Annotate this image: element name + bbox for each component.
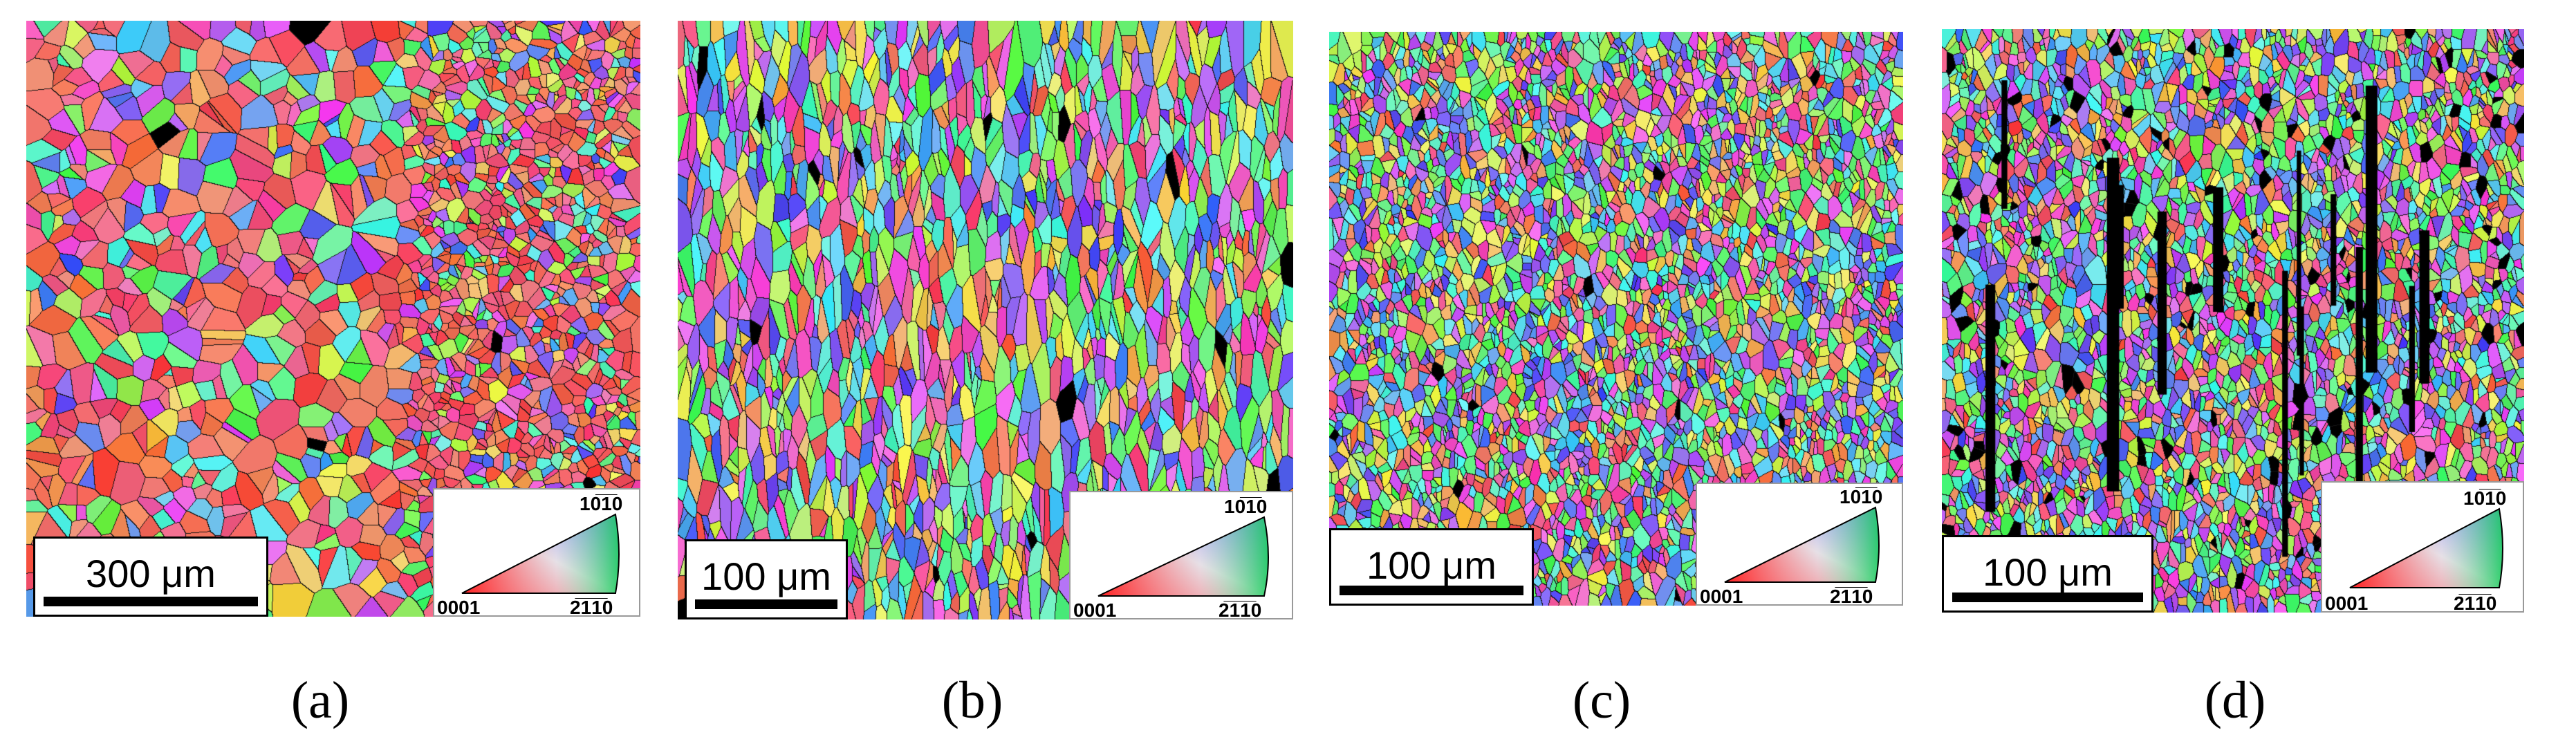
ipf-legend-c: 10̅1̅0 0001 2̅1̅1̅0 bbox=[1696, 483, 1903, 606]
legend-left-label-b: 0001 bbox=[1073, 599, 1116, 619]
legend-right-label-d: 2̅1̅1̅0 bbox=[2454, 593, 2496, 613]
legend-right-label-c: 2̅1̅1̅0 bbox=[1830, 586, 1873, 606]
ebsd-map-b: 100 μm 10̅1̅0 0001 2̅1̅1̅0 bbox=[678, 21, 1293, 619]
scale-bar-line-c bbox=[1340, 586, 1523, 595]
ipf-triangle-d: 10̅1̅0 0001 2̅1̅1̅0 bbox=[2325, 487, 2506, 613]
scale-label-b: 100 μm bbox=[701, 554, 831, 598]
ebsd-map-d: 100 μm 10̅1̅0 0001 2̅1̅1̅0 bbox=[1942, 29, 2524, 613]
scale-label-d: 100 μm bbox=[1983, 550, 2113, 594]
scale-bar-line-b bbox=[695, 599, 837, 609]
ipf-triangle-b: 10̅1̅0 0001 2̅1̅1̅0 bbox=[1073, 496, 1269, 619]
scale-bar-line-d bbox=[1952, 593, 2143, 602]
scale-bar-d: 100 μm bbox=[1942, 535, 2153, 613]
caption-c: (c) bbox=[1572, 671, 1631, 729]
legend-top-label-c: 10̅1̅0 bbox=[1840, 486, 1882, 507]
legend-left-label-a: 0001 bbox=[437, 597, 480, 617]
legend-top-label-d: 10̅1̅0 bbox=[2463, 487, 2506, 509]
ebsd-map-c: 100 μm 10̅1̅0 0001 2̅1̅1̅0 bbox=[1329, 32, 1903, 606]
caption-b: (b) bbox=[941, 671, 1003, 729]
caption-a: (a) bbox=[290, 671, 350, 729]
legend-left-label-d: 0001 bbox=[2325, 593, 2368, 613]
ipf-legend-b: 10̅1̅0 0001 2̅1̅1̅0 bbox=[1069, 491, 1293, 619]
ebsd-map-a: 300 μm 10̅1̅0 0001 2̅1̅1̅0 bbox=[26, 21, 640, 617]
legend-right-label-a: 2̅1̅1̅0 bbox=[570, 597, 613, 617]
ipf-legend-d: 10̅1̅0 0001 2̅1̅1̅0 bbox=[2321, 481, 2524, 613]
scale-label-c: 100 μm bbox=[1366, 543, 1497, 587]
ipf-triangle-c: 10̅1̅0 0001 2̅1̅1̅0 bbox=[1700, 486, 1882, 606]
caption-d: (d) bbox=[2204, 671, 2266, 729]
scale-label-a: 300 μm bbox=[86, 552, 216, 595]
scale-bar-b: 100 μm bbox=[685, 539, 848, 619]
legend-left-label-c: 0001 bbox=[1700, 586, 1743, 606]
scale-bar-a: 300 μm bbox=[33, 537, 268, 617]
ipf-legend-a: 10̅1̅0 0001 2̅1̅1̅0 bbox=[433, 488, 640, 617]
legend-top-label-b: 10̅1̅0 bbox=[1224, 496, 1267, 517]
legend-right-label-b: 2̅1̅1̅0 bbox=[1218, 599, 1261, 619]
ipf-triangle-a: 10̅1̅0 0001 2̅1̅1̅0 bbox=[437, 493, 622, 617]
legend-top-label-a: 10̅1̅0 bbox=[580, 493, 622, 514]
scale-bar-c: 100 μm bbox=[1329, 528, 1534, 606]
scale-bar-line-a bbox=[44, 597, 258, 606]
